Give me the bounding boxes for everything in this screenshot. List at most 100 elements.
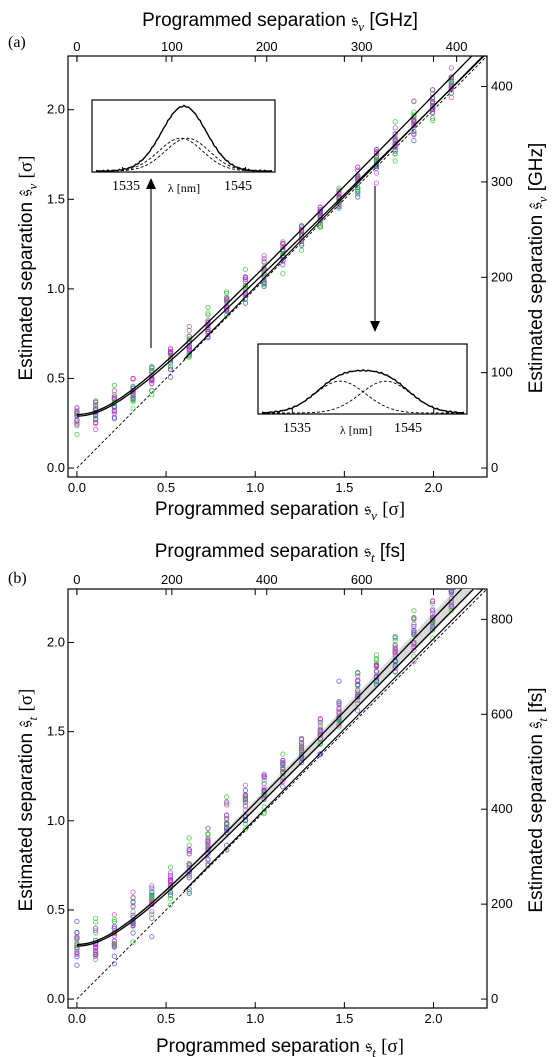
panel-a-bottom-axis-title: Programmed separation 𝔰ν [σ] — [155, 499, 405, 523]
panel-a-y2tick-label: 0 — [491, 460, 498, 475]
panel-b-xtick-label: 0.0 — [68, 1011, 86, 1026]
panel-a-ytick-label: 1.5 — [47, 191, 65, 206]
panel-a-data-point — [356, 165, 360, 169]
panel-b-fit-curve-upper — [77, 562, 487, 944]
panel-a-data-point — [449, 66, 453, 70]
panel-a-x2tick-label: 100 — [161, 39, 183, 54]
panel-a-data-point — [75, 406, 79, 410]
panel-b-data-point — [206, 826, 210, 830]
panel-b-data-point — [131, 890, 135, 894]
panel-a-ytick-label: 1.0 — [47, 281, 65, 296]
panel-b-data-point — [112, 954, 116, 958]
panel-b-data-point — [224, 795, 228, 799]
panel-b-data-point — [281, 752, 285, 756]
inset-lower-frame — [258, 344, 467, 414]
panel-b-data-point — [449, 565, 453, 569]
panel-b-data-point — [131, 931, 135, 935]
panel-b-data-layer — [75, 560, 487, 999]
panel-a-data-point — [206, 305, 210, 309]
panel-b-data-point — [412, 608, 416, 612]
panel-a-asymptote-line — [184, 52, 487, 360]
panel-b-data-point — [243, 783, 247, 787]
panel-b-data-point — [243, 788, 247, 792]
panel-a-right-axis-title: Estimated separation 𝔰̂ν [GHz] — [526, 143, 550, 394]
panel-b-data-point — [75, 963, 79, 967]
panel-b-data-point — [150, 934, 154, 938]
panel-b-x2tick-label: 400 — [256, 572, 278, 587]
panel-b-x2tick-label: 800 — [446, 572, 468, 587]
panel-b-xtick-label: 0.5 — [157, 1011, 175, 1026]
panel-a-data-point — [393, 120, 397, 124]
inset-upper-xlabel: λ [nm] — [168, 181, 200, 195]
panel-a-x2tick-label: 0 — [73, 39, 80, 54]
panel-a-inset-upper: 1535 1545 λ [nm] — [92, 100, 275, 195]
panel-a-xtick-label: 1.0 — [246, 480, 264, 495]
panel-b-xtick-label: 1.0 — [246, 1011, 264, 1026]
panel-a-data-point — [393, 126, 397, 130]
panel-a-data-point — [374, 181, 378, 185]
panel-a-inset-lower: 1535 1545 λ [nm] — [258, 344, 467, 437]
panel-a-data-point — [75, 432, 79, 436]
panel-b-x2tick-label: 600 — [351, 572, 373, 587]
panel-b-x2tick-label: 200 — [161, 572, 183, 587]
panel-b-right-axis-title: Estimated separation 𝔰̂t [fs] — [526, 687, 550, 912]
panel-b-plot-area: 0.0 0.5 1.0 1.5 2.0 0.0 0.5 1.0 1.5 2.0 0 200 400 600… — [47, 560, 513, 1026]
panel-b-confidence-band — [77, 560, 487, 946]
panel-b-data-point — [75, 919, 79, 923]
panel-b-data-point — [112, 913, 116, 917]
panel-b-left-axis-title: Estimated separation 𝔰̂t [σ] — [16, 689, 40, 912]
arrow-up-head — [146, 178, 156, 189]
inset-upper-tick-1535: 1535 — [112, 179, 140, 194]
arrow-down-head — [370, 321, 380, 332]
inset-lower-tick-1535: 1535 — [283, 421, 311, 436]
panel-b-ytick-label: 1.5 — [47, 724, 65, 739]
inset-lower-xlabel: λ [nm] — [340, 423, 372, 437]
panel-b-y2tick-label: 600 — [491, 706, 513, 721]
panel-b-ytick-label: 0.0 — [47, 991, 65, 1006]
panel-a-top-axis-title: Programmed separation 𝔰ν [GHz] — [142, 10, 418, 34]
panel-b-diagonal-line — [77, 589, 487, 999]
panel-a-left-axis-title: Estimated separation 𝔰̂ν [σ] — [16, 156, 40, 381]
panel-a-data-point — [93, 427, 97, 431]
panel-a-x2tick-label: 400 — [446, 39, 468, 54]
panel-a-xtick-label: 0.5 — [157, 480, 175, 495]
panel-b-bottom-axis-title: Programmed separation 𝔰t [σ] — [156, 1036, 404, 1057]
panel-b-top-axis-title: Programmed separation 𝔰t [fs] — [155, 541, 405, 565]
panel-a-y2tick-label: 300 — [491, 174, 513, 189]
panel-b-data-point — [187, 836, 191, 840]
panel-a: (a) Programmed separation 𝔰ν [GHz] Progr… — [8, 10, 550, 523]
panel-b-xtick-label: 1.5 — [335, 1011, 353, 1026]
panel-a-y2tick-label: 100 — [491, 365, 513, 380]
panel-a-data-point — [374, 171, 378, 175]
inset-lower-tick-1545: 1545 — [394, 421, 422, 436]
panel-b-data-point — [168, 865, 172, 869]
panel-a-label: (a) — [8, 34, 26, 51]
panel-a-data-point — [131, 407, 135, 411]
panel-a-x2tick-label: 300 — [351, 39, 373, 54]
panel-a-xtick-label: 2.0 — [424, 480, 442, 495]
panel-b-x2tick-label: 0 — [73, 572, 80, 587]
panel-a-ytick-label: 0.5 — [47, 370, 65, 385]
inset-upper-frame — [92, 100, 275, 172]
panel-a-data-point — [299, 248, 303, 252]
panel-a-y2tick-label: 200 — [491, 269, 513, 284]
panel-b-data-point — [75, 930, 79, 934]
panel-b-data-point — [356, 709, 360, 713]
panel-a-y2tick-label: 400 — [491, 79, 513, 94]
panel-b: (b) Programmed separation 𝔰t [fs] Progra… — [8, 541, 550, 1057]
panel-a-xtick-label: 0.0 — [68, 480, 86, 495]
panel-b-y2tick-label: 0 — [491, 991, 498, 1006]
panel-a-ytick-label: 0.0 — [47, 460, 65, 475]
inset-upper-tick-1545: 1545 — [224, 179, 252, 194]
panel-a-data-point — [393, 159, 397, 163]
panel-b-y2tick-label: 400 — [491, 801, 513, 816]
panel-b-data-point — [168, 871, 172, 875]
panel-a-x2tick-label: 200 — [256, 39, 278, 54]
panel-b-data-point — [337, 679, 341, 683]
panel-b-xtick-label: 2.0 — [424, 1011, 442, 1026]
panel-a-data-point — [449, 95, 453, 99]
panel-b-label: (b) — [8, 570, 27, 587]
panel-a-data-point — [281, 271, 285, 275]
panel-b-y2tick-label: 800 — [491, 611, 513, 626]
